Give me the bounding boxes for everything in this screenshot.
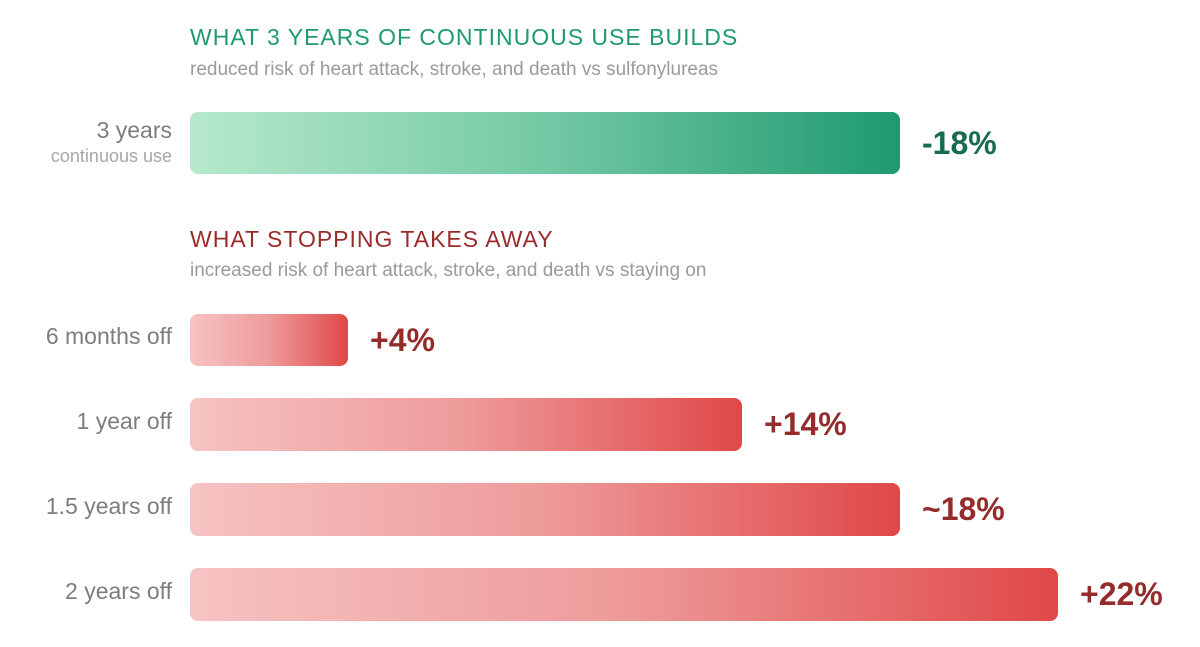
bar-2-years-off [190, 568, 1058, 621]
row-label-3-years: 3 years continuous use [50, 117, 172, 166]
bar-value-2-years-off: +22% [1080, 576, 1163, 612]
benefit-section-subtitle: reduced risk of heart attack, stroke, an… [190, 59, 719, 80]
bar-1-5-years-off [190, 483, 900, 536]
bar-value-1-5-years-off: ~18% [922, 491, 1005, 527]
benefit-section-title: WHAT 3 YEARS OF CONTINUOUS USE BUILDS [190, 24, 739, 50]
row-label-1-5-years-off: 1.5 years off [45, 493, 172, 519]
row-label-6-months-off: 6 months off [45, 323, 172, 349]
bar-value-6-months-off: +4% [370, 322, 435, 358]
row-label-1-year-off: 1 year off [76, 408, 172, 434]
bar-6-months-off [190, 314, 348, 366]
row-sublabel-continuous-use: continuous use [50, 146, 172, 166]
cost-section-subtitle: increased risk of heart attack, stroke, … [190, 260, 707, 281]
bar-value-3-years: -18% [922, 125, 997, 161]
bar-1-year-off [190, 398, 742, 451]
bar-value-1-year-off: +14% [764, 406, 847, 442]
cost-section-title: WHAT STOPPING TAKES AWAY [190, 226, 554, 252]
row-label-2-years-off: 2 years off [65, 578, 172, 604]
bar-3-years [190, 112, 900, 174]
